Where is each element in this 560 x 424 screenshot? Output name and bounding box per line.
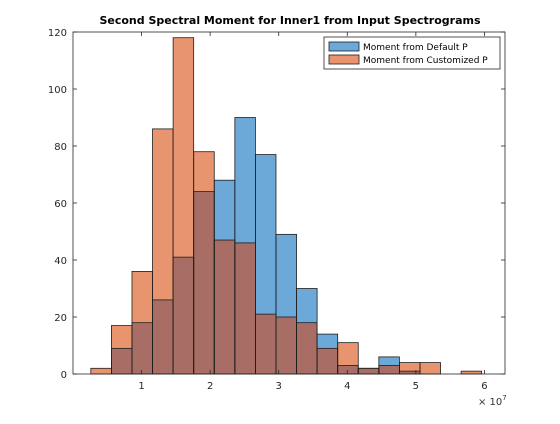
customized-bar-1 [111,325,132,349]
customized-bar-2 [131,271,153,323]
customized-bar-4 [173,37,194,258]
default-bar-7 [234,117,256,243]
bars-layer [90,37,483,375]
overlap-bar-10 [296,322,318,374]
customized-bar-16 [419,362,441,374]
legend-label-default: Moment from Default P [363,43,468,53]
ticks-layer [73,31,505,375]
default-bar-14 [378,356,400,366]
overlap-bar-2 [131,322,153,374]
x-tick-label: 1 [138,381,144,392]
legend: Moment from Default P Moment from Custom… [323,36,501,70]
overlap-bar-4 [173,257,194,374]
x-exponent-base: × 10 [478,397,502,408]
overlap-bar-15 [399,371,420,374]
x-exponent-label: × 107 [478,394,507,408]
overlap-bar-14 [378,365,400,374]
overlap-bar-5 [193,191,215,374]
customized-bar-0 [90,368,112,374]
x-tick-label: 5 [413,381,419,392]
y-tick-label: 120 [48,28,67,39]
default-bar-9 [275,234,297,317]
legend-swatch-customized [328,54,360,65]
x-tick-label: 6 [481,381,487,392]
customized-bar-18 [461,371,482,374]
y-tick-label: 20 [54,313,67,324]
default-bar-10 [296,288,318,323]
overlap-bar-3 [152,299,174,374]
customized-bar-12 [337,342,359,366]
overlap-bar-6 [214,240,235,374]
overlap-bar-1 [111,348,132,374]
customized-bar-3 [152,128,174,300]
legend-swatch-default [328,41,360,52]
customized-bar-5 [193,151,215,192]
overlap-bar-12 [337,365,359,374]
overlap-bar-13 [358,368,379,374]
y-tick-label: 60 [54,199,67,210]
chart-title: Second Spectral Moment for Inner1 from I… [99,14,481,27]
y-tick-label: 0 [61,370,67,381]
x-tick-label: 3 [276,381,282,392]
customized-bar-15 [399,362,420,372]
x-tick-label: 2 [207,381,213,392]
overlap-bar-9 [275,317,297,374]
x-tick-label: 4 [344,381,350,392]
legend-label-customized: Moment from Customized P [363,56,488,66]
y-tick-label: 40 [54,256,67,267]
y-tick-label: 100 [48,85,67,96]
overlap-bar-7 [234,242,256,374]
overlap-bar-11 [317,348,338,374]
overlap-bar-8 [255,314,276,374]
default-bar-6 [214,180,235,241]
default-bar-11 [317,334,338,349]
y-tick-label: 80 [54,142,67,153]
x-exponent-power: 7 [502,394,506,402]
default-bar-8 [255,154,276,315]
